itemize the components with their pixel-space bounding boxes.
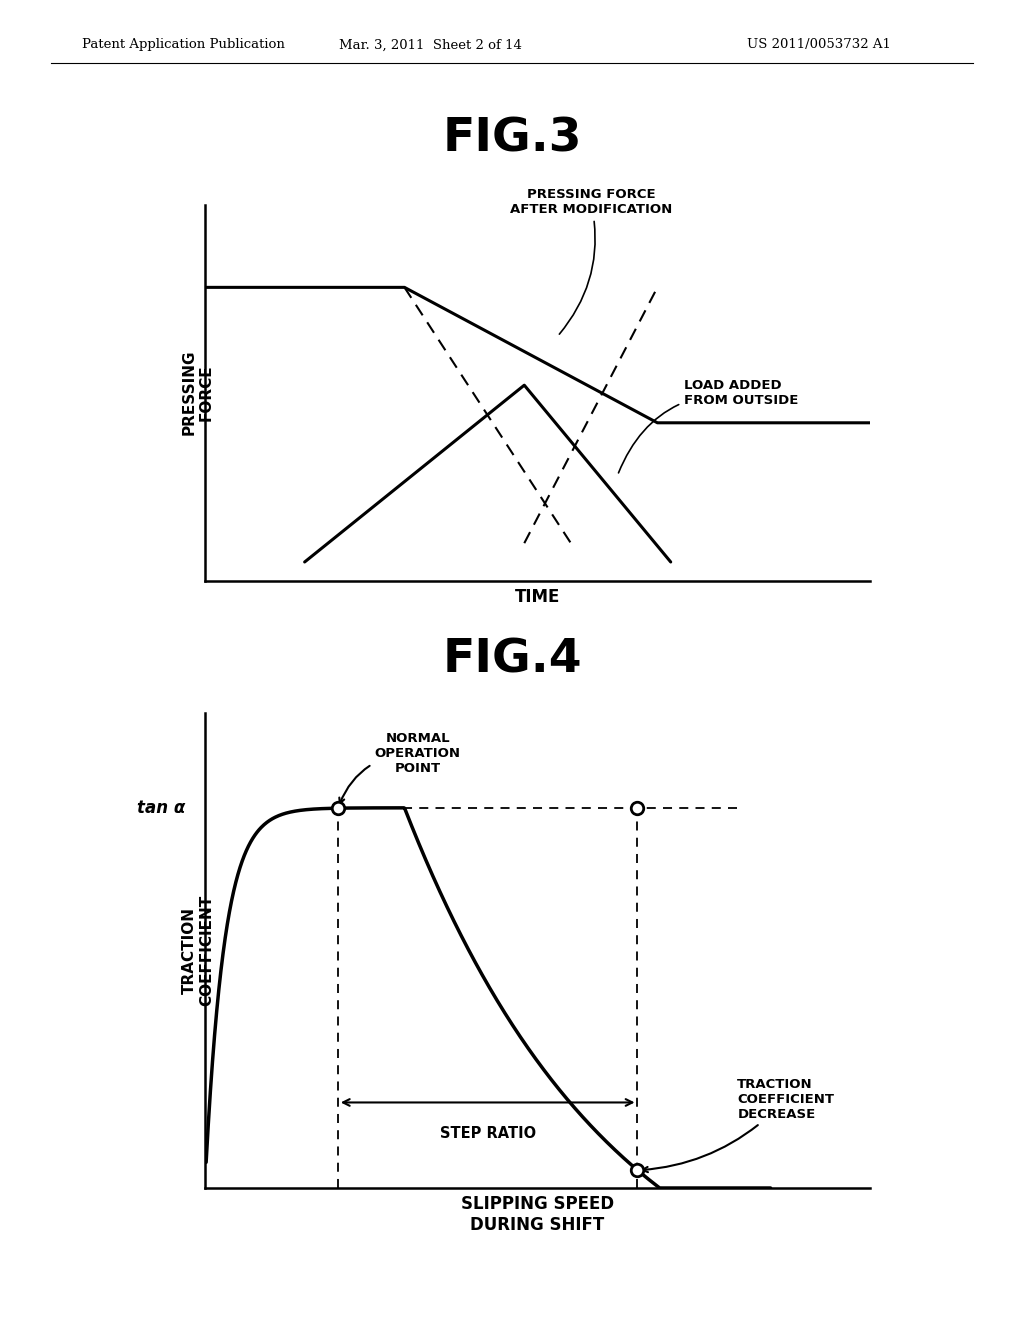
Text: FIG.3: FIG.3 (442, 116, 582, 161)
X-axis label: SLIPPING SPEED
DURING SHIFT: SLIPPING SPEED DURING SHIFT (461, 1195, 614, 1234)
Y-axis label: TRACTION
COEFFICIENT: TRACTION COEFFICIENT (181, 895, 214, 1006)
Text: Patent Application Publication: Patent Application Publication (82, 38, 285, 51)
Text: PRESSING FORCE
AFTER MODIFICATION: PRESSING FORCE AFTER MODIFICATION (510, 187, 672, 334)
Text: LOAD ADDED
FROM OUTSIDE: LOAD ADDED FROM OUTSIDE (618, 379, 799, 473)
Text: NORMAL
OPERATION
POINT: NORMAL OPERATION POINT (339, 731, 461, 804)
Text: tan α: tan α (136, 799, 184, 817)
Text: FIG.4: FIG.4 (442, 638, 582, 682)
Text: US 2011/0053732 A1: US 2011/0053732 A1 (748, 38, 891, 51)
Y-axis label: PRESSING
FORCE: PRESSING FORCE (181, 350, 214, 436)
Text: TRACTION
COEFFICIENT
DECREASE: TRACTION COEFFICIENT DECREASE (642, 1077, 835, 1172)
Text: STEP RATIO: STEP RATIO (439, 1126, 536, 1142)
Text: Mar. 3, 2011  Sheet 2 of 14: Mar. 3, 2011 Sheet 2 of 14 (339, 38, 521, 51)
X-axis label: TIME: TIME (515, 587, 560, 606)
